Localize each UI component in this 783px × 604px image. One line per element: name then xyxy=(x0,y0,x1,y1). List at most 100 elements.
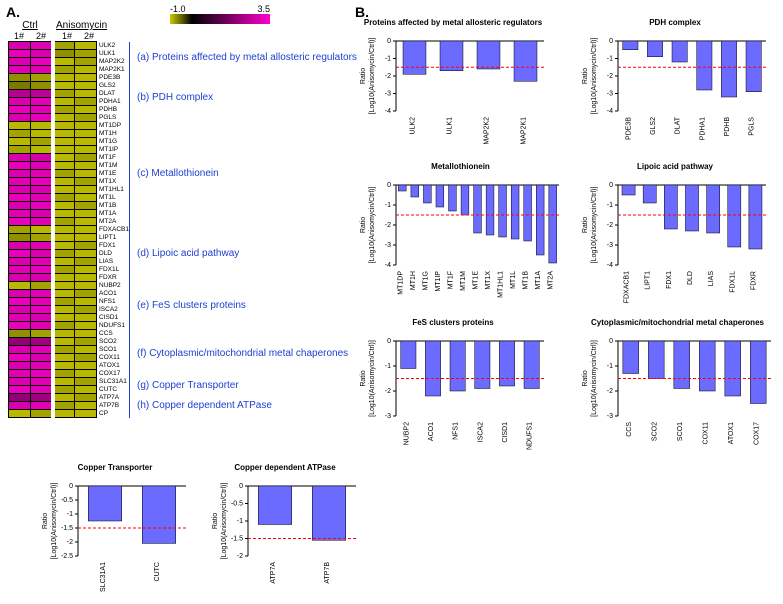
bar-label: NUBP2 xyxy=(403,422,410,445)
hm-cell xyxy=(31,322,53,330)
y-axis-label: Ratio[Log10(Anisomycin/Ctrl)] xyxy=(582,187,598,264)
hm-cell xyxy=(31,258,53,266)
hm-gene-label: ACO1 xyxy=(97,290,130,298)
bar-lipo-5 xyxy=(728,185,741,247)
hm-cell xyxy=(9,314,31,322)
hm-gene-label: NFS1 xyxy=(97,298,130,306)
hm-gene-label: ULK1 xyxy=(97,50,130,58)
svg-text:-1: -1 xyxy=(237,518,243,525)
hm-cell xyxy=(53,242,75,250)
hm-cell xyxy=(53,402,75,410)
bar-mt-7 xyxy=(486,185,494,235)
hm-col-2: 1# xyxy=(56,31,78,41)
hm-cell xyxy=(53,106,75,114)
hm-cell xyxy=(75,354,97,362)
hm-cell xyxy=(75,138,97,146)
hm-cell xyxy=(53,378,75,386)
hm-cell xyxy=(31,90,53,98)
bar-label: ULK2 xyxy=(410,117,417,135)
hm-cell xyxy=(31,178,53,186)
hm-cell xyxy=(75,298,97,306)
hm-category-label: (c) Metallothionein xyxy=(133,168,219,179)
bar-pdh-1 xyxy=(647,41,662,57)
bar-label: CISD1 xyxy=(502,422,509,443)
svg-text:-3: -3 xyxy=(607,413,613,420)
chart-pdh: PDH complex0-1-2-3-4PDE3BGLS2DLATPDHA1PD… xyxy=(580,18,770,157)
hm-cell xyxy=(75,106,97,114)
hm-cell xyxy=(53,58,75,66)
hm-cell xyxy=(75,266,97,274)
hm-cell xyxy=(53,194,75,202)
hm-cell xyxy=(31,274,53,282)
bar-lipo-2 xyxy=(664,185,677,229)
bar-mt-6 xyxy=(474,185,482,233)
hm-gene-label: PDHA1 xyxy=(97,98,130,106)
chart-svg-allo: 0-1-2-3-4ULK2ULK1MAP2K2MAP2K1Ratio[Log10… xyxy=(358,27,548,157)
hm-cell xyxy=(75,122,97,130)
bar-chap-5 xyxy=(750,341,766,404)
hm-cell xyxy=(31,394,53,402)
svg-text:-2: -2 xyxy=(385,388,391,395)
y-axis-label: Ratio[Log10(Anisomycin/Ctrl)] xyxy=(582,340,598,417)
hm-cell xyxy=(53,114,75,122)
hm-cell xyxy=(9,210,31,218)
hm-cell xyxy=(31,50,53,58)
hm-cell xyxy=(9,58,31,66)
hm-cell xyxy=(75,50,97,58)
hm-cell xyxy=(9,274,31,282)
hm-cell xyxy=(31,402,53,410)
svg-text:-1.5: -1.5 xyxy=(61,525,73,532)
svg-text:-3: -3 xyxy=(385,413,391,420)
chart-title-lipo: Lipoic acid pathway xyxy=(580,162,770,171)
hm-gene-label: MT1X xyxy=(97,178,130,186)
hm-gene-label: CP xyxy=(97,410,130,418)
bar-label: MT1M xyxy=(460,271,467,291)
hm-cell xyxy=(75,250,97,258)
hm-cell xyxy=(53,42,75,50)
hm-cell xyxy=(31,130,53,138)
hm-cell xyxy=(31,74,53,82)
hm-cell xyxy=(53,306,75,314)
svg-text:0: 0 xyxy=(609,38,613,45)
hm-cell xyxy=(75,146,97,154)
svg-text:0: 0 xyxy=(69,483,73,490)
hm-cell xyxy=(53,386,75,394)
hm-gene-label: MT2A xyxy=(97,218,130,226)
hm-cell xyxy=(31,98,53,106)
hm-cell xyxy=(75,218,97,226)
bar-pdh-2 xyxy=(672,41,687,62)
bar-mt-1 xyxy=(411,185,419,197)
hm-cell xyxy=(53,330,75,338)
hm-gene-label: ISCA2 xyxy=(97,306,130,314)
hm-cell xyxy=(53,322,75,330)
hm-cell xyxy=(53,66,75,74)
hm-gene-label: SCO2 xyxy=(97,338,130,346)
bar-label: MT1G xyxy=(422,271,429,290)
y-axis-label: Ratio[Log10(Anisomycin/Ctrl)] xyxy=(360,187,376,264)
bar-label: MAP2K1 xyxy=(521,117,528,145)
hm-gene-label: COX11 xyxy=(97,354,130,362)
hm-cell xyxy=(75,210,97,218)
hm-cell xyxy=(31,170,53,178)
bar-pdh-3 xyxy=(697,41,712,90)
svg-text:-3: -3 xyxy=(607,91,613,98)
hm-gene-label: FDXR xyxy=(97,274,130,282)
hm-cell xyxy=(75,194,97,202)
hm-cell xyxy=(31,66,53,74)
hm-gene-label: MT1B xyxy=(97,202,130,210)
hm-cell xyxy=(31,290,53,298)
svg-text:-4: -4 xyxy=(385,108,391,115)
hm-cell xyxy=(31,218,53,226)
hm-cell xyxy=(9,266,31,274)
hm-col-0: 1# xyxy=(8,31,30,41)
hm-cell xyxy=(53,130,75,138)
hm-cell xyxy=(9,258,31,266)
hm-cell xyxy=(53,370,75,378)
bar-label: ISCA2 xyxy=(477,422,484,442)
hm-cell xyxy=(9,354,31,362)
hm-cell xyxy=(75,114,97,122)
chart-svg-pdh: 0-1-2-3-4PDE3BGLS2DLATPDHA1PDHBPGLSRatio… xyxy=(580,27,770,157)
hm-cell xyxy=(53,346,75,354)
bar-allo-1 xyxy=(440,41,463,71)
chart-title-atpase: Copper dependent ATPase xyxy=(210,463,360,472)
